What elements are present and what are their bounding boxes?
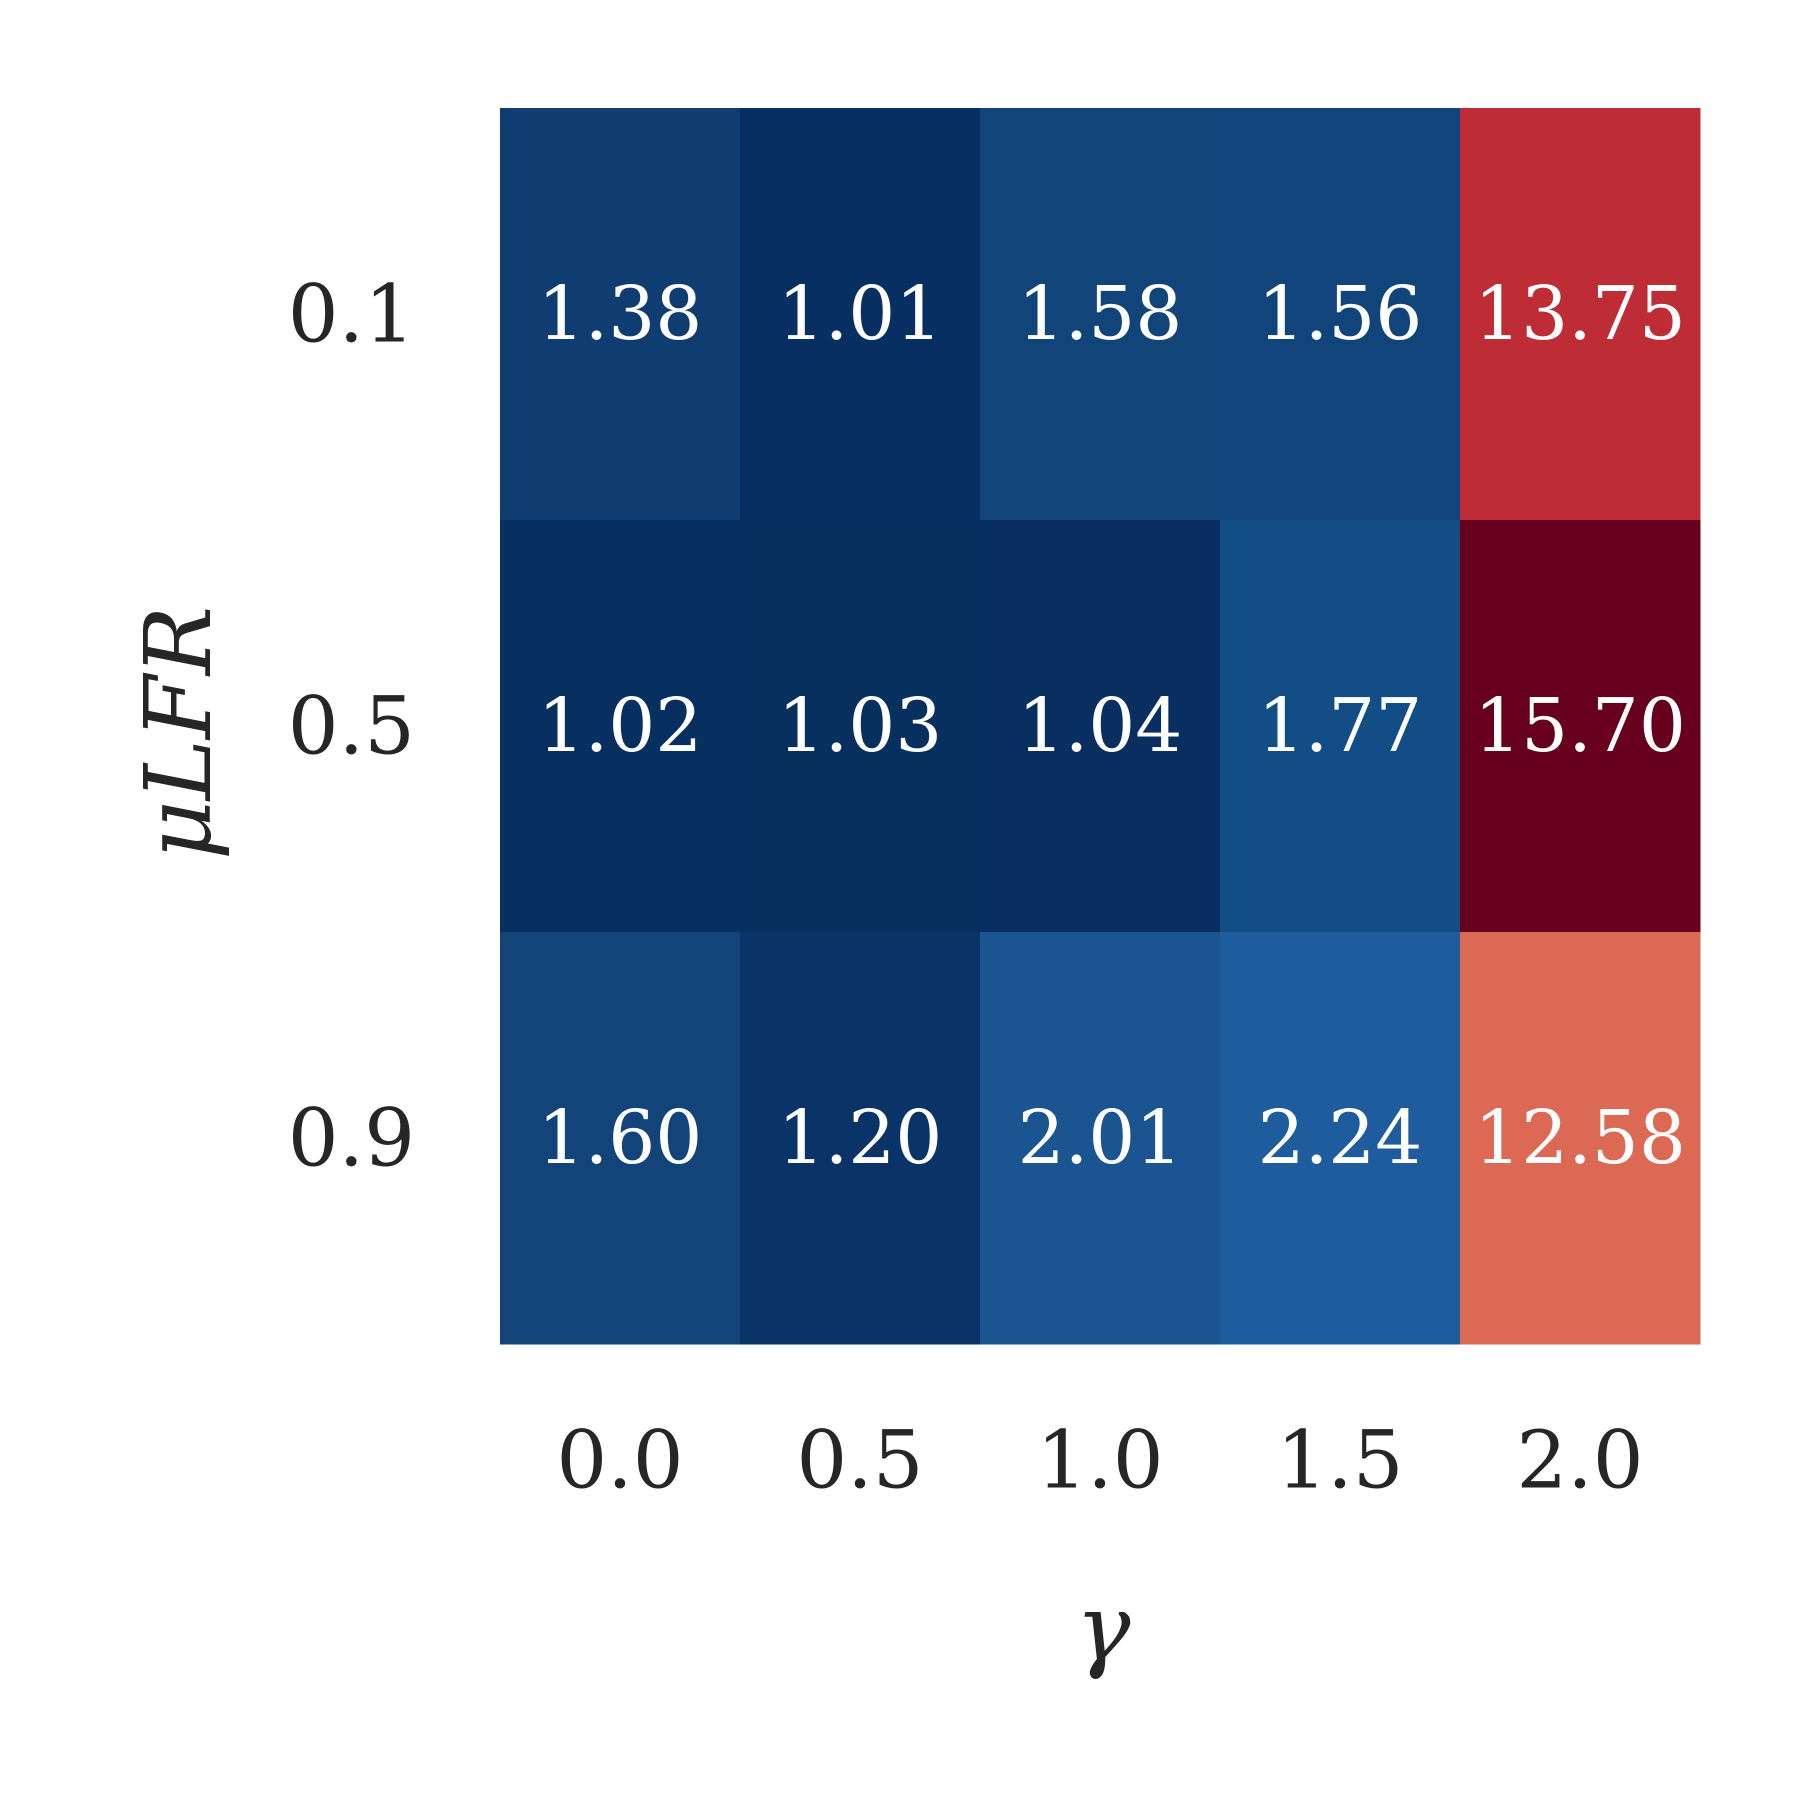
heatmap-cell <box>980 108 1221 521</box>
heatmap-cell <box>1220 108 1461 521</box>
x-tick-label: 1.0 <box>1036 1414 1163 1507</box>
cell-value-label: 1.03 <box>778 683 943 769</box>
heatmap-cell <box>740 108 981 521</box>
cell-value-label: 1.77 <box>1258 683 1423 769</box>
cell-value-label: 1.01 <box>778 271 943 357</box>
x-axis-label: γ <box>1076 1575 1132 1682</box>
cell-value-label: 15.70 <box>1474 683 1686 769</box>
cell-value-label: 2.24 <box>1258 1095 1423 1181</box>
y-tick-label: 0.1 <box>288 268 415 361</box>
heatmap-cell <box>740 932 981 1345</box>
cell-value-label: 1.04 <box>1018 683 1183 769</box>
x-axis-tick-labels: 0.0 0.5 1.0 1.5 2.0 <box>556 1414 1643 1507</box>
y-axis-tick-labels: 0.1 0.5 0.9 <box>288 268 415 1185</box>
cell-value-label: 1.58 <box>1018 271 1183 357</box>
heatmap-cell <box>500 108 741 521</box>
cell-value-label: 12.58 <box>1474 1095 1686 1181</box>
cell-value-label: 1.56 <box>1258 271 1423 357</box>
x-tick-label: 0.5 <box>796 1414 923 1507</box>
cell-value-label: 1.20 <box>778 1095 943 1181</box>
y-axis-label: μLFR <box>125 606 232 860</box>
cell-value-label: 1.02 <box>538 683 703 769</box>
cell-value-label: 13.75 <box>1474 271 1686 357</box>
cell-value-label: 1.60 <box>538 1095 703 1181</box>
y-tick-label: 0.9 <box>288 1092 415 1185</box>
heatmap-cell <box>1220 932 1461 1345</box>
heatmap-cell-labels: 1.38 1.01 1.58 1.56 13.75 1.02 1.03 1.04 1.77 15.… <box>538 271 1686 1181</box>
heatmap-cell <box>980 520 1221 933</box>
cell-value-label: 2.01 <box>1018 1095 1183 1181</box>
x-tick-label: 1.5 <box>1276 1414 1403 1507</box>
heatmap-cell <box>1460 108 1701 521</box>
heatmap-cell <box>980 932 1221 1345</box>
heatmap-cells <box>500 108 1701 1345</box>
cell-value-label: 1.38 <box>538 271 703 357</box>
heatmap-cell <box>1220 520 1461 933</box>
heatmap-cell <box>500 520 741 933</box>
heatmap-cell <box>500 932 741 1345</box>
heatmap-cell <box>1460 520 1701 933</box>
y-tick-label: 0.5 <box>288 680 415 773</box>
heatmap-cell <box>740 520 981 933</box>
x-tick-label: 2.0 <box>1516 1414 1643 1507</box>
heatmap-cell <box>1460 932 1701 1345</box>
x-tick-label: 0.0 <box>556 1414 683 1507</box>
